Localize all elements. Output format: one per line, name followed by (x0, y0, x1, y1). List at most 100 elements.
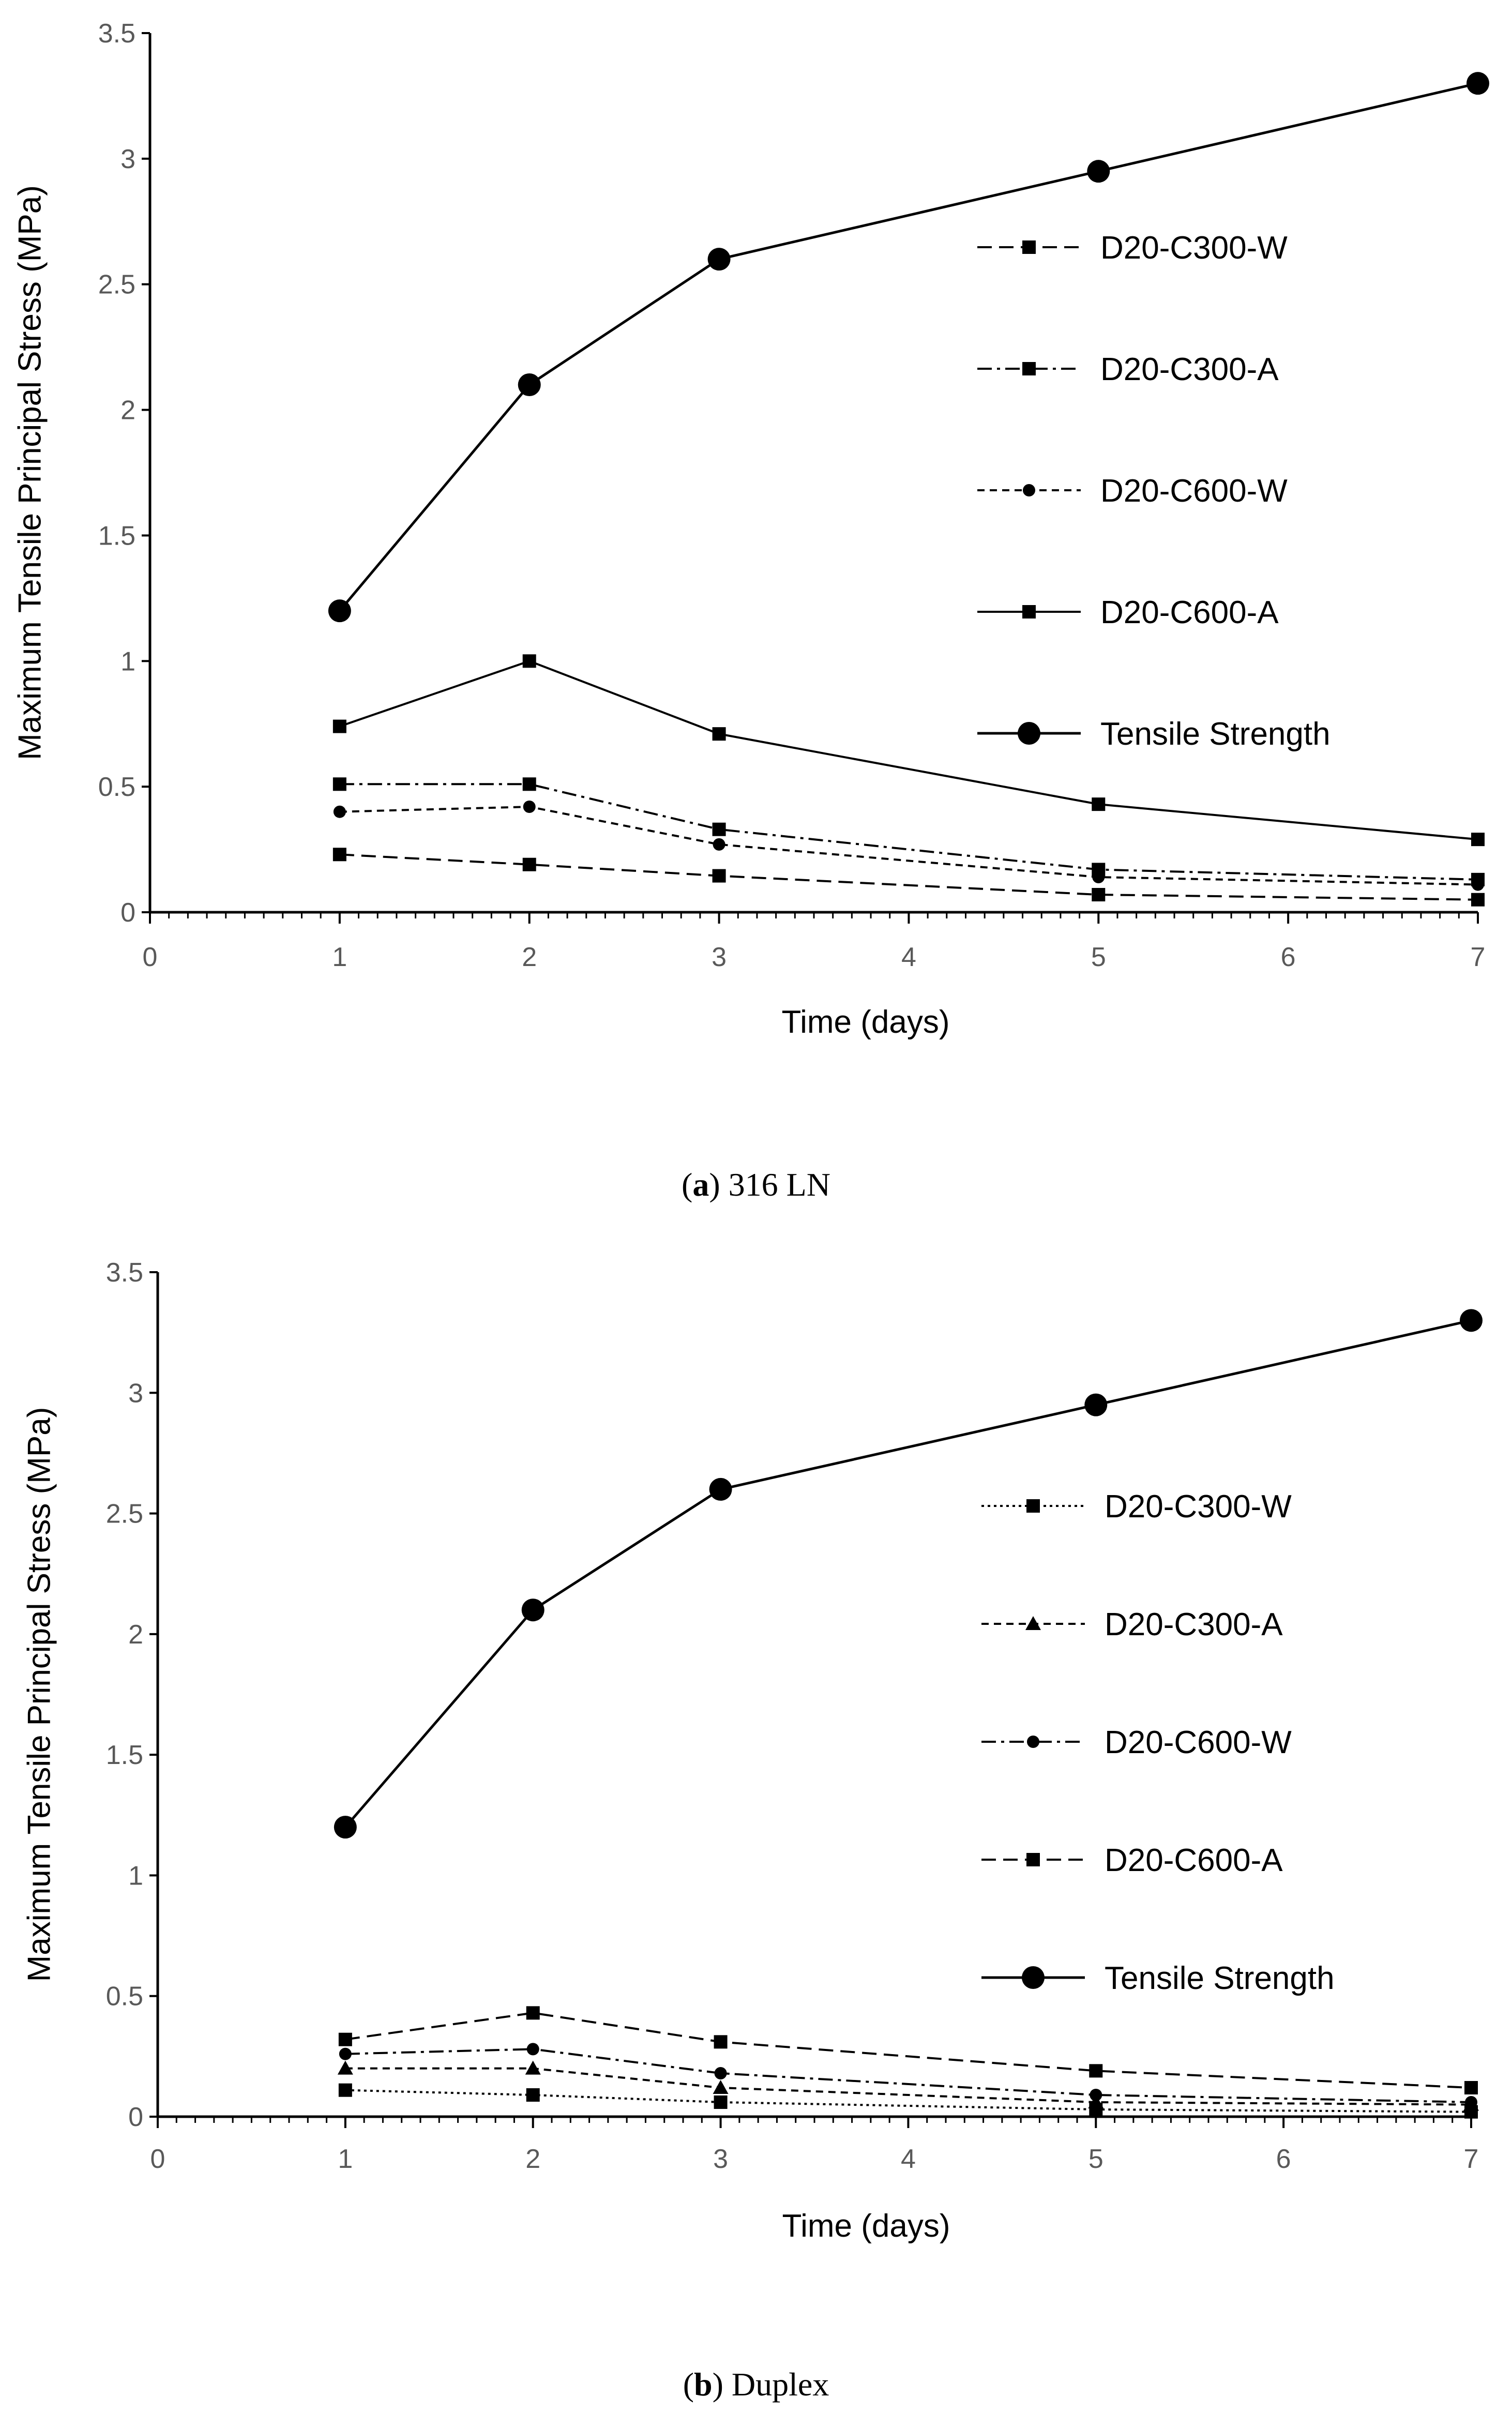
y-tick-label: 2.5 (98, 270, 135, 300)
legend-entry: D20-C300-A (981, 1607, 1283, 1642)
x-tick-label: 1 (332, 942, 347, 972)
legend-entry: Tensile Strength (981, 1961, 1335, 1996)
legend-entry: D20-C600-A (977, 595, 1279, 630)
y-axis-title: Maximum Tensile Principal Stress (MPa) (12, 185, 48, 760)
y-axis-title: Maximum Tensile Principal Stress (MPa) (21, 1407, 57, 1982)
series-line (339, 805, 1478, 886)
y-tick-label: 0.5 (98, 772, 135, 802)
y-tick-label: 1 (120, 646, 135, 676)
data-point (338, 2032, 352, 2046)
series-d20-c600-w (333, 801, 1484, 891)
data-point (526, 2088, 540, 2102)
data-point (1090, 2089, 1102, 2102)
figure-caption: (b) Duplex (683, 2366, 829, 2403)
data-point (1092, 888, 1106, 901)
legend-label: D20-C600-A (1100, 595, 1279, 630)
data-point (332, 848, 346, 862)
data-point (525, 2060, 541, 2075)
legend-label: D20-C300-W (1105, 1489, 1292, 1525)
series-line (339, 783, 1478, 881)
data-point (334, 1816, 357, 1839)
data-point (518, 373, 541, 396)
data-point (1465, 2096, 1477, 2109)
data-point (333, 805, 346, 818)
series-d20-c300-w (332, 848, 1485, 907)
legend-marker (1022, 362, 1036, 375)
data-point (713, 838, 725, 851)
data-point (712, 727, 726, 741)
x-axis-title: Time (days) (782, 1004, 950, 1040)
x-tick-label: 4 (901, 2144, 916, 2174)
data-point (1464, 2081, 1478, 2095)
data-point (526, 2043, 539, 2056)
x-tick-label: 7 (1471, 942, 1486, 972)
x-tick-label: 5 (1088, 2144, 1103, 2174)
legend-label: D20-C600-W (1100, 473, 1288, 509)
chart-panel-a: 0 0.5 1 1.5 2 2.5 3 3.5 0 1 2 3 4 5 6 7 Time (days) Maxim… (12, 19, 1489, 1203)
legend-entry: D20-C300-W (977, 230, 1288, 266)
legend-marker (1018, 722, 1040, 745)
y-tick-label: 1.5 (106, 1740, 143, 1770)
legend-marker (1026, 1499, 1040, 1513)
data-point (707, 248, 731, 271)
x-tick-label: 2 (525, 2144, 540, 2174)
data-point (338, 2083, 352, 2097)
legend-entry: D20-C600-W (981, 1725, 1292, 1760)
caption-letter: b (694, 2366, 713, 2403)
x-tick-label: 4 (901, 942, 916, 972)
legend-entry: D20-C600-W (977, 473, 1288, 509)
x-tick-label: 5 (1091, 942, 1106, 972)
legend-entry: D20-C600-A (981, 1843, 1283, 1878)
series-tensile-strength (328, 72, 1489, 623)
x-tick-label: 3 (712, 942, 727, 972)
caption-paren-open: ( (682, 1166, 692, 1203)
legend-marker (1022, 1966, 1045, 1989)
caption-text: ) 316 LN (709, 1166, 830, 1203)
data-point (1089, 2064, 1103, 2078)
data-point (1092, 797, 1106, 811)
data-point (1471, 893, 1485, 907)
data-point (1460, 1309, 1483, 1332)
legend-marker (1025, 1616, 1041, 1630)
series-d20-c600-a (338, 2006, 1478, 2095)
data-point (712, 822, 726, 836)
y-tick-label: 0 (128, 2102, 143, 2132)
data-point (1087, 160, 1110, 183)
series-line (338, 82, 1478, 612)
y-tick-label: 3 (120, 144, 135, 174)
y-tick-label: 3 (128, 1378, 143, 1408)
caption-paren-open: ( (683, 2366, 694, 2403)
x-tick-label: 6 (1276, 2144, 1291, 2174)
data-point (1084, 1393, 1108, 1416)
data-point (522, 857, 536, 871)
legend-marker (1027, 1736, 1039, 1748)
legend-label: Tensile Strength (1100, 716, 1330, 752)
y-tick-label: 0 (120, 898, 135, 928)
y-tick-label: 2 (120, 396, 135, 426)
series-d20-c300-a (337, 2060, 1479, 2111)
x-tick-label: 3 (713, 2144, 728, 2174)
data-point (714, 2067, 727, 2080)
data-point (714, 2035, 728, 2049)
legend-marker (1026, 1853, 1040, 1866)
caption-text: ) Duplex (713, 2366, 829, 2403)
data-point (526, 2006, 540, 2020)
data-point (709, 1477, 732, 1501)
data-point (1472, 878, 1484, 891)
series-d20-c600-a (332, 654, 1485, 847)
data-point (714, 2095, 728, 2109)
data-point (1088, 2094, 1104, 2109)
data-point (523, 801, 536, 813)
y-tick-label: 0.5 (106, 1982, 143, 2012)
caption-letter: a (692, 1166, 709, 1203)
series-line (345, 2089, 1472, 2113)
legend-label: D20-C300-A (1100, 352, 1279, 387)
y-tick-label: 2.5 (106, 1499, 143, 1529)
series-d20-c300-w (338, 2083, 1478, 2119)
legend-label: Tensile Strength (1105, 1961, 1335, 1996)
data-point (332, 777, 346, 791)
series-d20-c300-a (332, 777, 1485, 886)
series-tensile-strength (334, 1309, 1483, 1839)
data-point (339, 2047, 352, 2060)
